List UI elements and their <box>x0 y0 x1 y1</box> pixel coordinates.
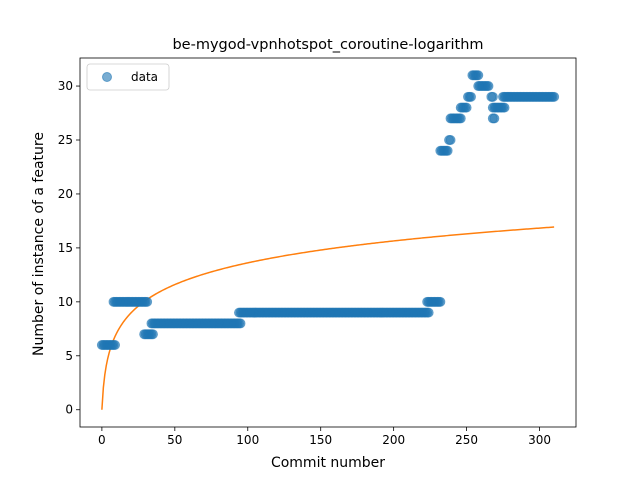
y-tick-label: 30 <box>58 79 73 93</box>
legend-box <box>86 63 170 91</box>
y-tick-label: 15 <box>58 241 73 255</box>
fit-layer <box>101 226 555 410</box>
data-point <box>235 318 246 329</box>
y-axis-ticks: 0 5 10 15 20 25 30 <box>58 79 80 417</box>
y-tick-label: 0 <box>65 403 73 417</box>
data-point <box>435 296 446 307</box>
y-axis-label: Number of instance of a feature <box>31 132 47 356</box>
data-point <box>549 91 560 102</box>
data-point <box>110 340 121 350</box>
axes-frame <box>79 57 577 428</box>
data-point <box>445 135 456 145</box>
data-point <box>483 81 494 92</box>
data-point <box>142 296 153 307</box>
data-point <box>461 102 472 113</box>
x-tick-label: 250 <box>455 433 478 447</box>
x-tick-label: 200 <box>382 433 405 447</box>
chart-title: be-mygod-vpnhotspot_coroutine-logarithm <box>172 37 483 53</box>
y-tick-label: 25 <box>58 133 73 147</box>
fit-line <box>101 226 555 410</box>
x-axis-label: Commit number <box>271 455 385 471</box>
x-axis-ticks: 0 50 100 150 200 250 300 <box>98 427 551 447</box>
data-point <box>489 113 500 124</box>
data-point <box>487 91 498 102</box>
plot-area <box>79 57 577 428</box>
y-tick-label: 10 <box>58 295 73 309</box>
data-point <box>499 102 510 113</box>
x-tick-label: 100 <box>236 433 259 447</box>
x-tick-label: 150 <box>309 433 332 447</box>
y-tick-label: 5 <box>65 349 73 363</box>
data-point <box>465 91 476 102</box>
x-tick-label: 50 <box>167 433 182 447</box>
data-point <box>473 70 484 81</box>
legend: data <box>86 63 170 91</box>
data-layer <box>96 70 560 350</box>
x-tick-label: 0 <box>98 433 106 447</box>
x-tick-label: 300 <box>528 433 551 447</box>
legend-label-data: data <box>131 70 158 84</box>
data-point <box>455 113 466 124</box>
data-point <box>423 307 434 318</box>
legend-marker-data <box>102 72 112 82</box>
data-point <box>147 329 158 340</box>
data-point <box>442 145 453 156</box>
y-tick-label: 20 <box>58 187 73 201</box>
